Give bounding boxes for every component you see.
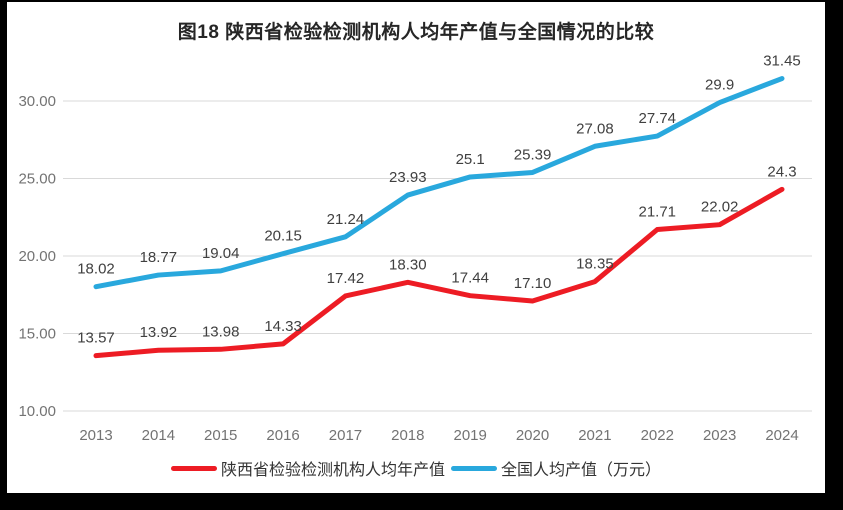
chart-plot: 10.00 15.00 20.00 25.00 30.00 2013 2014 2015 201… [18,53,812,444]
chart-title: 图18 陕西省检验检测机构人均年产值与全国情况的比较 [177,22,655,43]
data-label: 13.98 [202,323,240,340]
data-label: 18.35 [576,256,614,273]
y-tick-label: 25.00 [18,171,56,188]
legend-item-shaanxi: 陕西省检验检测机构人均年产值 [170,456,445,480]
data-label: 25.39 [514,146,552,163]
data-label: 17.44 [451,270,489,287]
x-tick-label: 2013 [79,427,112,444]
data-label: 18.30 [389,256,427,273]
x-tick-label: 2016 [266,427,299,444]
chart-card: 图18 陕西省检验检测机构人均年产值与全国情况的比较 10.00 15.00 20.… [7,2,825,493]
x-tick-label: 2017 [329,427,362,444]
y-tick-label: 15.00 [18,326,56,343]
x-tick-label: 2018 [391,427,424,444]
data-label: 27.74 [638,110,676,127]
x-tick-label: 2015 [204,427,237,444]
chart-legend: 陕西省检验检测机构人均年产值 全国人均产值（万元） [7,456,825,480]
data-label: 14.33 [264,318,302,335]
data-label: 21.71 [638,203,676,220]
data-label: 19.04 [202,245,240,262]
y-tick-label: 20.00 [18,248,56,265]
data-label: 29.9 [705,77,734,94]
data-label: 22.02 [701,199,739,216]
legend-label-shaanxi: 陕西省检验检测机构人均年产值 [220,462,445,479]
x-tick-label: 2024 [765,427,798,444]
legend-label-national: 全国人均产值（万元） [501,462,662,479]
data-label: 24.3 [767,163,796,180]
data-label: 31.45 [763,53,801,70]
x-tick-label: 2022 [641,427,674,444]
x-tick-label: 2019 [453,427,486,444]
legend-line-red-icon [170,465,217,471]
y-tick-label: 30.00 [18,93,56,110]
legend-item-national: 全国人均产值（万元） [451,456,661,480]
data-label: 20.15 [264,228,302,245]
data-label: 17.42 [327,270,365,287]
y-tick-label: 10.00 [18,403,56,420]
series-line [93,186,785,359]
data-label: 18.02 [77,261,115,278]
legend-line-blue-icon [451,465,497,471]
data-label: 23.93 [389,169,427,186]
data-label: 17.10 [514,275,552,292]
data-label: 13.92 [140,324,178,341]
data-label: 25.1 [456,151,485,168]
data-label: 21.24 [327,211,365,228]
data-label: 27.08 [576,120,614,137]
data-label: 13.57 [77,330,115,347]
series-line [93,76,785,290]
data-label: 18.77 [140,249,178,266]
x-tick-label: 2020 [516,427,549,444]
x-tick-label: 2021 [578,427,611,444]
x-tick-label: 2014 [142,427,175,444]
x-tick-label: 2023 [703,427,736,444]
